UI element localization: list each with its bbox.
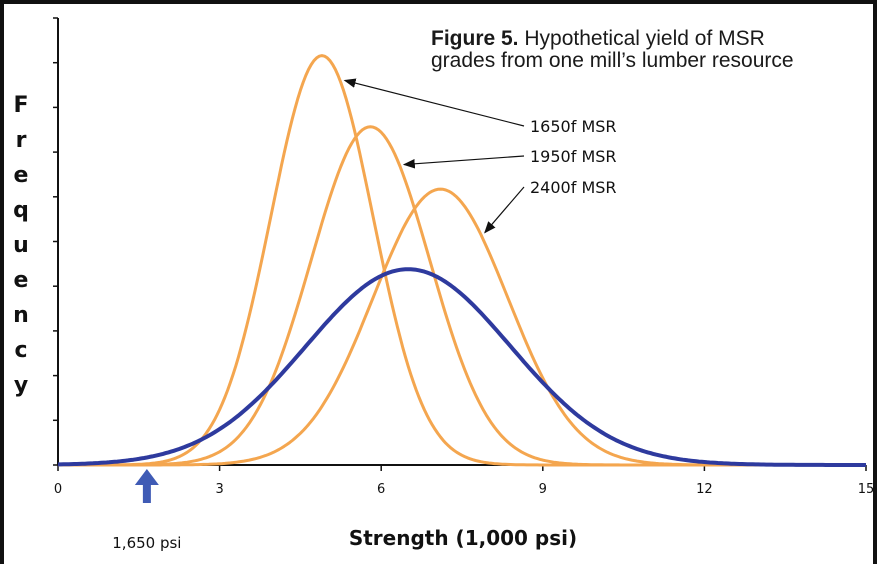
- y-axis-label-letter: F: [13, 93, 29, 118]
- y-axis-label-letter: c: [14, 338, 28, 363]
- grade-curve-2: [58, 187, 866, 467]
- x-tick-label: 9: [539, 482, 547, 497]
- annotation-arrow-head: [134, 469, 159, 485]
- y-axis-label-letter: e: [13, 163, 29, 188]
- caption-line1: Hypothetical yield of MSR: [524, 27, 765, 50]
- y-axis-label-letter: q: [13, 198, 29, 223]
- series-label-arrow: [343, 78, 525, 127]
- series-label: 1650f MSR: [530, 117, 617, 136]
- annotation-arrow-shaft: [142, 483, 151, 503]
- resource-curve: [58, 267, 866, 467]
- figure-caption: Figure 5. Hypothetical yield of MSR grad…: [431, 28, 851, 72]
- y-axis-label-letter: y: [13, 373, 29, 398]
- y-axis-label-letter: u: [13, 233, 29, 258]
- grade-curve-0: [58, 54, 866, 467]
- x-tick-label: 12: [696, 482, 713, 497]
- x-tick-label: 6: [377, 482, 385, 497]
- y-axis-label-letter: n: [13, 303, 29, 328]
- series-label-arrow: [402, 155, 525, 169]
- caption-line2: grades from one mill’s lumber resource: [431, 49, 794, 72]
- x-tick-label: 15: [858, 482, 875, 497]
- x-tick-label: 0: [54, 482, 62, 497]
- series-label-arrow: [484, 186, 525, 234]
- x-tick-label: 3: [215, 482, 223, 497]
- annotation-label: 1,650 psi: [112, 534, 181, 552]
- x-axis-label: Strength (1,000 psi): [349, 526, 577, 550]
- figure-label: Figure 5.: [431, 27, 519, 50]
- series-label: 1950f MSR: [530, 147, 617, 166]
- series-label: 2400f MSR: [530, 178, 617, 197]
- y-axis-label-letter: r: [15, 128, 27, 153]
- y-axis-label-letter: e: [13, 268, 29, 293]
